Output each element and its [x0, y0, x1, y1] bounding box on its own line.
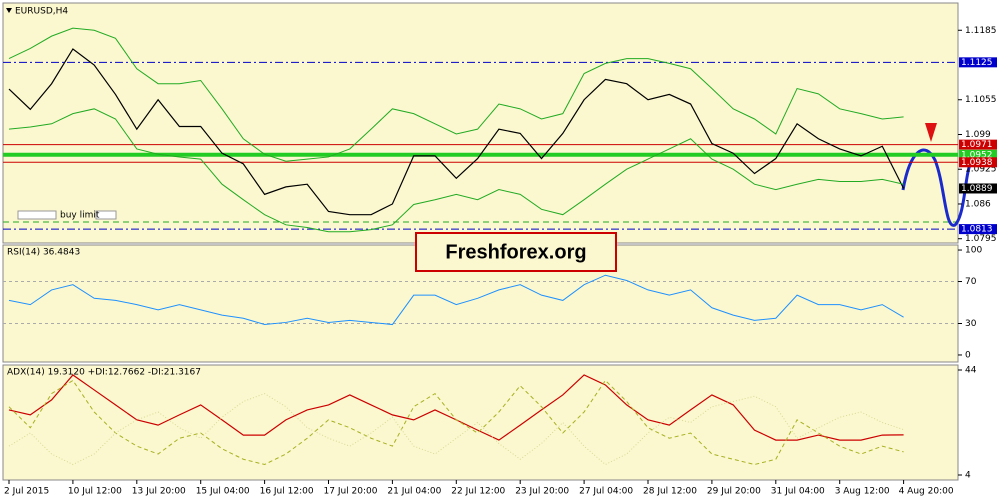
x-tick-label: 15 Jul 04:00 [196, 487, 250, 497]
y-tick-label: 70 [965, 277, 977, 287]
series-line [8, 393, 904, 466]
x-tick-label: 3 Aug 12:00 [835, 487, 890, 497]
y-tick-label: 1.1185 [965, 26, 997, 36]
price-tag-label: 1.0889 [961, 184, 993, 194]
x-tick-label: 22 Jul 12:00 [451, 487, 505, 497]
price-tag [959, 183, 997, 194]
forecast-curve [901, 148, 972, 227]
menu-icon[interactable] [6, 8, 12, 13]
series-line [8, 274, 904, 326]
x-tick-label: 17 Jul 20:00 [324, 487, 378, 497]
x-tick-label: 10 Jul 12:00 [68, 487, 122, 497]
y-tick-label: 1.0795 [965, 234, 997, 244]
series-line [8, 27, 904, 162]
price-tag-label: 1.0971 [961, 140, 993, 150]
x-tick-label: 2 Jul 2015 [4, 487, 49, 497]
order-box [17, 210, 57, 220]
price-tag [959, 224, 997, 235]
watermark-box [415, 232, 617, 272]
arrow [925, 123, 937, 142]
series-line [8, 379, 904, 466]
x-tick-label: 28 Jul 12:00 [643, 487, 697, 497]
x-tick-label: 21 Jul 04:00 [387, 487, 441, 497]
price-pane [2, 2, 959, 244]
price-tag-label: 1.1125 [961, 58, 993, 68]
y-tick-label: 1.0925 [965, 165, 997, 175]
price-tag [959, 149, 997, 160]
x-tick-label: 13 Jul 20:00 [132, 487, 186, 497]
order-label: buy limit [60, 211, 100, 221]
x-tick-label: 16 Jul 12:00 [260, 487, 314, 497]
price-tag [959, 57, 997, 68]
price-tag-label: 1.0813 [961, 225, 993, 235]
y-tick-label: 44 [965, 365, 977, 375]
x-tick-label: 23 Jul 20:00 [515, 487, 569, 497]
price-tag [959, 157, 997, 168]
y-tick-label: 1.1055 [965, 95, 997, 105]
y-tick-label: 30 [965, 319, 977, 329]
price-tag-label: 1.0952 [961, 150, 993, 160]
order-box [95, 210, 117, 220]
y-tick-label: 0 [965, 350, 971, 360]
y-tick-label: 1.086 [965, 199, 991, 209]
x-tick-label: 31 Jul 04:00 [771, 487, 825, 497]
price-tag-label: 1.0938 [961, 158, 993, 168]
x-tick-label: 27 Jul 04:00 [579, 487, 633, 497]
x-tick-label: 4 Aug 20:00 [899, 487, 954, 497]
y-tick-label: 4 [965, 471, 971, 481]
rsi-title: RSI(14) 36.4843 [7, 248, 80, 258]
y-tick-label: 100 [965, 246, 982, 256]
adx-pane [2, 364, 959, 481]
series-line [8, 108, 904, 233]
y-tick-label: 1.099 [965, 130, 991, 140]
watermark: Freshforex.org [445, 241, 586, 263]
series-line [8, 48, 905, 216]
x-tick-label: 29 Jul 20:00 [707, 487, 761, 497]
adx-title: ADX(14) 19.3120 +DI:12.7662 -DI:21.3167 [7, 368, 201, 378]
symbol-title: EURUSD,H4 [15, 7, 68, 17]
price-tag [959, 139, 997, 150]
